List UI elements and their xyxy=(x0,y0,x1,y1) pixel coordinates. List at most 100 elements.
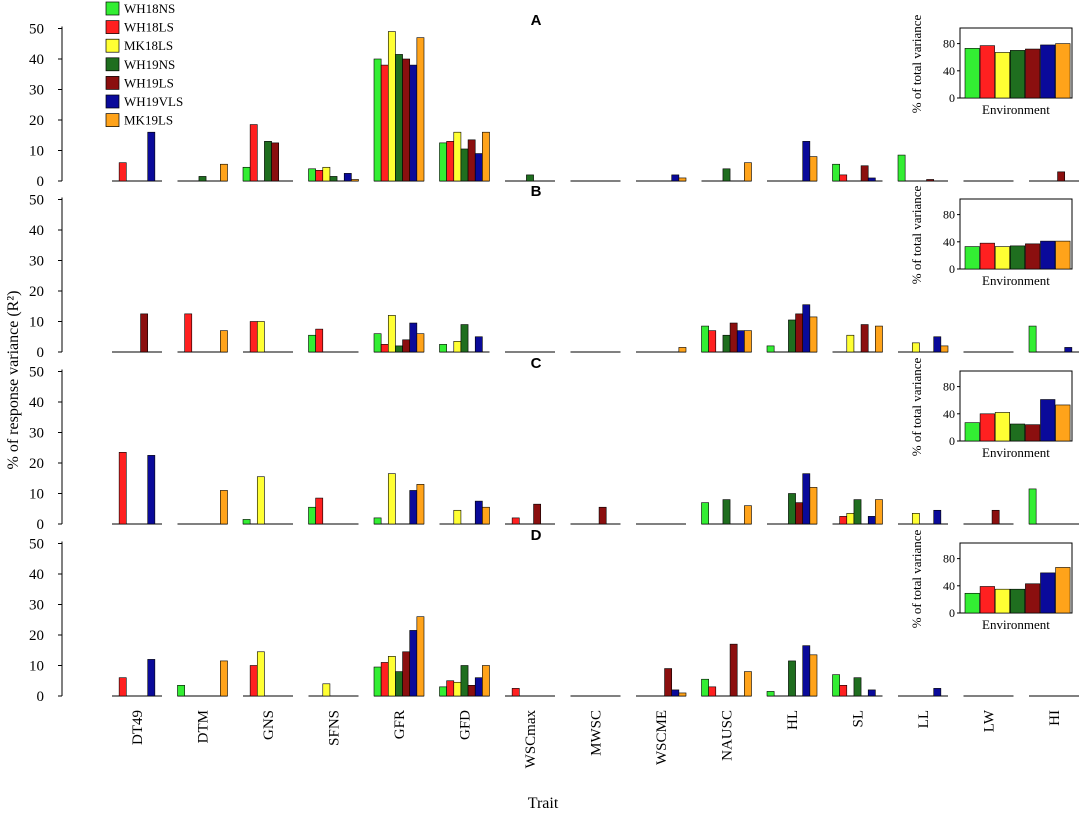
trait-label-WSCME: WSCME xyxy=(654,710,670,765)
bar-B-GFD-MK18LS xyxy=(453,341,462,353)
trait-label-MWSC: MWSC xyxy=(589,710,605,756)
bar-D-GFR-MK19LS xyxy=(416,616,425,697)
bar-C-GFD-WH19VLS xyxy=(474,500,483,525)
y-tick-label: 0 xyxy=(37,345,45,361)
bar-B-GFR-WH19VLS xyxy=(409,322,418,353)
inset-bar-C-WH19NS xyxy=(1009,423,1026,442)
bar-A-SL-WH18NS xyxy=(832,163,840,182)
bar-B-HL-WH19LS xyxy=(795,313,804,353)
inset-bar-B-WH19VLS xyxy=(1040,240,1056,270)
bar-B-SL-WH19LS xyxy=(860,324,869,353)
legend-label: MK19LS xyxy=(124,113,173,128)
inset-tick-label: 40 xyxy=(943,579,955,593)
bar-A-GNS-WH18LS xyxy=(249,124,258,182)
bar-D-WSCME-WH19LS xyxy=(664,668,673,697)
bar-A-WSCmax-WH19NS xyxy=(526,174,534,182)
trait-label-WSCmax: WSCmax xyxy=(523,710,539,769)
legend-label: WH19NS xyxy=(124,57,175,72)
bar-C-GFR-WH18NS xyxy=(373,517,382,525)
trait-label-LL: LL xyxy=(916,710,932,728)
inset-B: 0 40 80 % of total variance Environment xyxy=(909,186,1073,288)
inset-bar-B-WH19NS xyxy=(1009,245,1026,270)
bar-C-DT49-WH19VLS xyxy=(147,455,156,525)
y-tick-label: 20 xyxy=(29,456,44,472)
y-tick-label: 50 xyxy=(29,537,44,553)
inset-tick-label: 0 xyxy=(949,262,955,276)
bar-A-SL-WH18LS xyxy=(839,174,848,182)
bar-A-GFR-WH19VLS xyxy=(409,64,418,182)
bar-C-SFNS-WH18NS xyxy=(308,506,316,525)
bar-A-HI-WH19LS xyxy=(1057,171,1066,182)
bar-B-DT49-WH19LS xyxy=(140,313,149,353)
inset-x-label: Environment xyxy=(982,273,1050,288)
legend-label: WH18LS xyxy=(124,20,174,35)
bar-D-HL-WH18NS xyxy=(766,691,775,697)
bar-D-HL-WH19VLS xyxy=(802,645,811,697)
inset-tick-label: 40 xyxy=(943,407,955,421)
bar-A-WSCME-WH19VLS xyxy=(671,174,680,182)
bar-A-GFD-WH18NS xyxy=(439,142,447,182)
panel-label: A xyxy=(531,12,542,29)
y-axis-title: % of response variance (R²) xyxy=(5,291,22,470)
y-tick-label: 40 xyxy=(29,223,44,239)
bar-A-DTM-MK19LS xyxy=(220,163,228,182)
bar-C-GFR-WH19VLS xyxy=(409,490,418,525)
bar-A-DTM-WH19NS xyxy=(198,176,207,182)
bar-A-GFR-MK18LS xyxy=(387,31,396,182)
bar-C-NAUSC-WH18NS xyxy=(701,502,709,525)
bar-B-GFR-MK19LS xyxy=(416,333,425,353)
bar-B-NAUSC-WH18NS xyxy=(701,325,709,353)
bar-A-GNS-WH19NS xyxy=(264,141,272,182)
bar-B-GNS-WH18LS xyxy=(249,321,258,353)
legend: WH18NS WH18LS MK18LS WH19NS WH19LS WH19VLS MK1… xyxy=(105,1,183,128)
inset-bar-A-WH19LS xyxy=(1025,48,1041,99)
bar-D-SL-WH18LS xyxy=(839,685,848,697)
inset-y-label: % of total variance xyxy=(909,530,924,629)
y-tick-label: 20 xyxy=(29,284,44,300)
bar-A-LL-WH19LS xyxy=(926,179,935,182)
legend-swatch xyxy=(105,94,120,109)
bar-C-WSCmax-WH18LS xyxy=(511,517,520,525)
bar-D-NAUSC-WH18NS xyxy=(701,678,709,697)
legend-swatch xyxy=(105,113,120,127)
bar-A-GNS-WH19LS xyxy=(271,142,280,182)
inset-tick-label: 40 xyxy=(943,235,955,249)
bar-C-MWSC-WH19LS xyxy=(598,506,607,525)
bar-B-NAUSC-MK19LS xyxy=(744,330,752,353)
bar-B-GNS-MK18LS xyxy=(256,321,265,353)
bar-B-HL-WH19VLS xyxy=(802,304,811,353)
bar-D-WSCmax-WH18LS xyxy=(511,688,520,697)
trait-label-LW: LW xyxy=(982,709,998,732)
panel-C: 0 10 20 30 40 50 C 0 40 80 % of total variance Envi… xyxy=(29,355,1079,533)
legend-label: WH18NS xyxy=(124,1,175,16)
bar-D-GFR-WH18LS xyxy=(380,662,389,697)
bar-B-DTM-MK19LS xyxy=(220,330,228,353)
bar-B-NAUSC-WH19NS xyxy=(722,334,731,353)
bar-B-GFR-WH19NS xyxy=(395,345,403,353)
bar-A-GFD-MK19LS xyxy=(482,131,490,182)
legend-label: WH19VLS xyxy=(124,94,183,109)
bar-A-GFR-WH18NS xyxy=(373,58,382,182)
y-tick-label: 20 xyxy=(29,628,44,644)
bar-C-SFNS-WH18LS xyxy=(315,497,324,525)
bar-D-SL-WH18NS xyxy=(832,674,840,697)
bar-A-DT49-WH18LS xyxy=(118,162,127,182)
bar-D-GNS-WH18LS xyxy=(249,665,258,697)
y-tick-label: 50 xyxy=(29,22,44,38)
y-tick-label: 0 xyxy=(37,689,45,705)
y-tick-label: 0 xyxy=(37,174,45,190)
bar-A-SL-WH19VLS xyxy=(867,177,876,182)
bar-A-LL-WH18NS xyxy=(897,154,906,182)
bar-A-GNS-WH18NS xyxy=(242,166,251,182)
inset-bar-C-MK18LS xyxy=(994,412,1011,442)
bar-A-SFNS-WH19VLS xyxy=(343,173,352,182)
bar-A-GFR-MK19LS xyxy=(416,37,425,182)
bar-D-LL-WH19VLS xyxy=(933,688,942,697)
inset-tick-label: 80 xyxy=(943,552,955,566)
bar-B-LL-WH19VLS xyxy=(933,336,942,353)
inset-y-label-text: % of total variance xyxy=(909,15,924,114)
trait-label-HI: HI xyxy=(1047,710,1063,726)
bar-B-GFD-WH19NS xyxy=(460,324,469,353)
legend-swatch xyxy=(105,57,120,72)
